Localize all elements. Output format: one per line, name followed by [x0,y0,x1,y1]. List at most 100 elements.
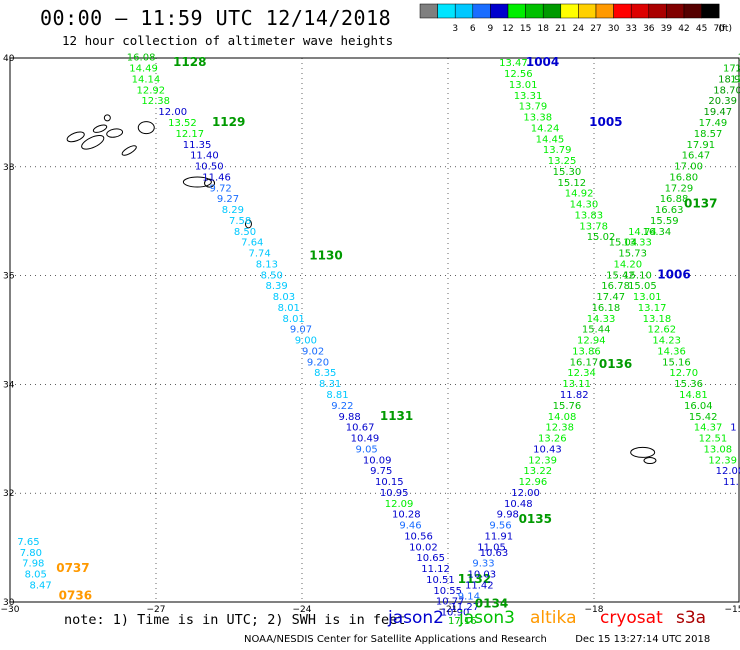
wave-height-value: 12.17 [175,129,204,140]
colorbar-tick-label: 27 [590,24,601,34]
wave-height-value: 12.92 [137,85,166,96]
wave-height-value: 12.51 [699,434,728,445]
wave-height-value: 15.76 [553,401,582,412]
wave-height-value: 16.34 [643,227,672,238]
wave-height-value: 12.39 [708,455,737,466]
pass-time-label: 1130 [309,248,342,262]
wave-height-value: 16.17 [570,357,599,368]
wave-height-value: 8.31 [319,379,341,390]
pass-time-label: 0736 [59,588,92,602]
y-tick-label: 38 [3,163,15,173]
island-outline [643,457,657,465]
wave-height-value: 8.01 [283,314,305,325]
wave-height-value: 13.11 [562,379,591,390]
wave-height-value: 14.20 [613,259,642,270]
wave-height-value: 10.02 [409,542,438,553]
colorbar-unit: (ft) [718,24,732,34]
wave-height-value: 17.47 [596,292,625,303]
wave-height-value: 10.77 [436,597,465,608]
wave-height-value: 13.18 [643,314,672,325]
wave-height-value: 12.94 [577,336,606,347]
wave-height-value: 8.03 [273,292,295,303]
wave-height-value: 9.02 [302,346,324,357]
legend-jason3: jason3 [459,608,515,628]
wave-height-value: 10.15 [375,477,404,488]
wave-height-value: 9.75 [370,466,392,477]
wave-height-value: 14.33 [587,314,616,325]
wave-height-value: 11.91 [485,531,514,542]
color-scale-bar: 3 6 9 12 15 18 21 24 27 30 33 36 39 42 45 70(ft) [419,3,732,34]
wave-height-value: 9.07 [290,325,312,336]
wave-height-value: 14.92 [565,189,594,200]
wave-height-value: 13.17 [638,303,667,314]
wave-height-value: 8.50 [234,227,256,238]
pass-time-label: 1128 [173,55,206,69]
wave-height-value: 12.00 [158,107,187,118]
wave-height-value: 16.18 [592,303,621,314]
colorbar-tick-label: 15 [520,24,531,34]
colorbar-tick-label: 24 [573,24,585,34]
island-outline [137,121,155,135]
wave-height-value: 8.50 [261,270,283,281]
colorbar-tick-label: 3 [452,24,458,34]
colorbar-tick-label: 18 [537,24,549,34]
wave-height-value: 15.04 [609,238,638,249]
island-outline [81,135,105,150]
wave-height-value: 10.51 [426,575,455,586]
wave-height-value: 15.16 [662,357,691,368]
x-tick-label: −24 [293,605,312,615]
island-outline [182,176,212,188]
wave-height-value: 8.35 [314,368,336,379]
wave-height-value: 14.23 [652,336,681,347]
colorbar-tick-label: 9 [488,24,494,34]
wave-height-value: 12.00 [716,466,740,477]
colorbar-tick-label: 12 [502,24,513,34]
wave-height-value: 17.80 [723,64,740,75]
wave-height-value: 9.56 [489,521,511,532]
pass-time-label: 1132 [458,572,491,586]
island-outline [244,219,252,229]
wave-height-value: 9.88 [339,412,361,423]
wave-height-value: 9.05 [356,444,378,455]
wave-height-value: 7.98 [22,559,44,570]
wave-height-value: 11.12 [421,564,450,575]
pass-time-label: 0136 [599,357,632,371]
wave-height-value: 14.30 [570,200,599,211]
pass-time-label: 1129 [212,115,245,129]
wave-height-value: 10.49 [351,434,380,445]
wave-height-value: 8.29 [222,205,244,216]
wave-height-value: 12.09 [385,499,414,510]
wave-height-value: 17.29 [665,183,694,194]
wave-height-value: 8.47 [29,580,51,591]
wave-height-value: 9.46 [399,521,421,532]
generated-timestamp: Dec 15 13:27:14 UTC 2018 [575,634,711,645]
wave-height-value: 12.39 [528,455,557,466]
wave-height-value: 13.26 [538,434,567,445]
y-tick-label: 34 [3,380,15,390]
wave-height-value: 10.43 [533,444,562,455]
wave-height-value: 7.74 [248,249,270,260]
wave-height-value: 11.05 [477,542,506,553]
wave-height-value: 13.83 [575,210,604,221]
wave-height-value: 14.49 [129,64,158,75]
wave-height-value: 9.20 [307,357,329,368]
y-tick-label: 32 [3,489,14,499]
wave-height-value: 10.56 [404,531,433,542]
island-outline [121,145,137,156]
wave-height-value: 17.00 [674,162,703,173]
wave-height-value: 12.62 [648,325,677,336]
colorbar-tick-label: 21 [555,24,566,34]
wave-height-value: 15.73 [618,249,647,260]
wave-height-value: 15.05 [628,281,657,292]
wave-height-value: 16.04 [684,401,713,412]
colorbar-tick-label: 33 [625,24,636,34]
wave-height-value: 10.90 [441,608,470,619]
wave-height-value: 14.08 [548,412,577,423]
wave-height-value: 13.47 [499,58,528,69]
wave-height-value: 11.82 [560,390,589,401]
pass-time-label: 0737 [56,561,89,575]
wave-height-value: 16.88 [660,194,689,205]
island-outline [103,114,111,122]
